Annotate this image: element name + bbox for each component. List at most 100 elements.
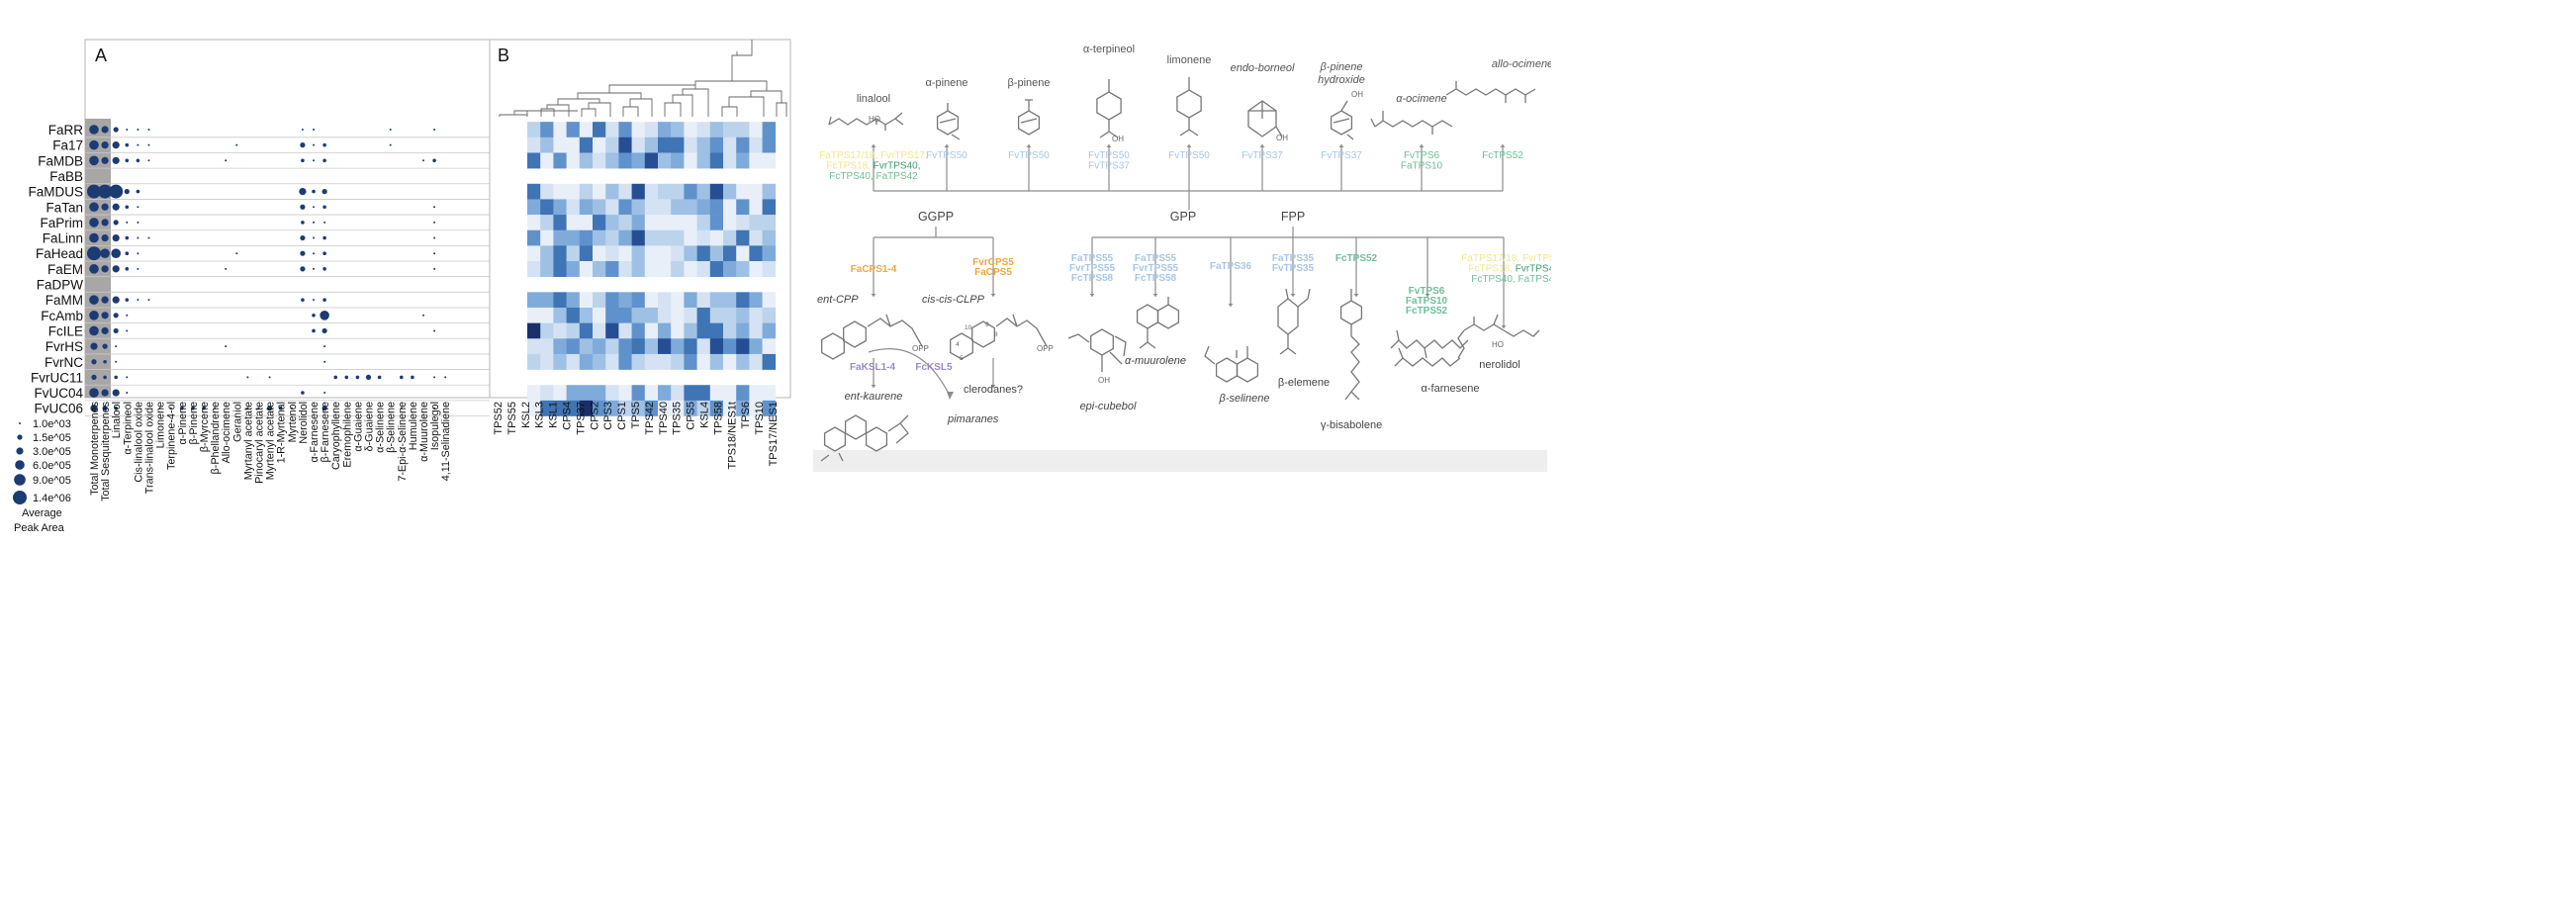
heatmap-cell — [527, 353, 541, 370]
heatmap-cell — [684, 307, 697, 323]
nerolidol-structure — [1457, 314, 1540, 359]
enzyme-name: FvTPS50 — [1088, 150, 1130, 161]
heatmap-cell — [527, 322, 541, 339]
bisabolene-ring — [1339, 300, 1363, 325]
abundance-dot — [126, 329, 129, 332]
abundance-dot — [433, 129, 436, 131]
heatmap-cell — [631, 183, 646, 200]
heatmap-cell — [618, 136, 632, 153]
arrow-head — [1425, 294, 1430, 297]
abundance-dot — [101, 233, 109, 242]
heatmap-cell — [684, 183, 697, 200]
abundance-dot — [225, 159, 228, 162]
heatmap-cell — [658, 199, 672, 216]
enzyme-label: FaCPS1-4 — [851, 264, 897, 275]
heatmap-cell — [684, 322, 697, 339]
heatmap-cell — [736, 229, 750, 246]
heatmap-cell — [644, 322, 659, 339]
abundance-dot — [115, 360, 118, 363]
enzyme-label: FaTPS55 — [1135, 253, 1177, 264]
heatmap-cell — [593, 245, 606, 262]
abundance-dot — [225, 267, 228, 270]
heatmap-cell — [527, 199, 541, 216]
abundance-dot — [400, 407, 403, 410]
heatmap-cell — [762, 400, 777, 416]
abundance-dot — [101, 326, 109, 335]
abundance-dot — [169, 407, 172, 410]
abundance-dot — [180, 406, 184, 410]
abundance-dot — [433, 267, 436, 270]
heatmap-cell — [723, 152, 737, 169]
enzyme-name: FvTPS6 — [1404, 150, 1440, 161]
heatmap-cell — [749, 215, 763, 231]
heatmap-cell — [644, 292, 659, 309]
heatmap-cell — [566, 199, 581, 216]
heatmap-cell — [527, 229, 541, 246]
gene-label: KSL1 — [548, 402, 560, 428]
heatmap-cell — [736, 136, 750, 153]
legend-value: 1.5e^05 — [33, 432, 71, 444]
arrow-head — [1290, 294, 1296, 297]
gene-label: TPS42 — [644, 402, 656, 435]
heatmap-cell — [579, 385, 594, 402]
heatmap-cell — [684, 229, 697, 246]
abundance-dot — [322, 267, 326, 271]
kaurene-ring-b — [844, 414, 868, 440]
heatmap-cell — [540, 400, 554, 416]
heatmap-cell — [684, 400, 697, 416]
abundance-dot — [103, 359, 107, 364]
abundance-dot — [101, 203, 109, 211]
gene-label: KSL3 — [534, 402, 546, 428]
abundance-dot — [91, 359, 97, 365]
heatmap-cell — [696, 215, 711, 231]
heatmap-cell — [579, 199, 594, 216]
abundance-dot — [322, 142, 326, 147]
enzyme-label: FcTPS58 — [1135, 273, 1177, 284]
heatmap-cell — [566, 152, 581, 169]
heatmap-cell — [605, 183, 619, 200]
product-name: β-selinene — [1219, 393, 1270, 405]
heatmap-cell — [696, 338, 711, 355]
legend-value: 3.0e^05 — [33, 446, 71, 458]
heatmap-cell — [605, 229, 619, 246]
abundance-dot — [312, 189, 316, 194]
legend-value: 6.0e^05 — [33, 460, 71, 472]
abundance-dot — [115, 345, 118, 348]
sample-label-fahead: FaHead — [36, 246, 83, 261]
abundance-dot — [126, 221, 129, 224]
heatmap-cell — [709, 152, 724, 169]
abundance-dot — [113, 127, 119, 133]
enzyme-name: FvrTPS17, — [880, 150, 928, 161]
heatmap-cell — [684, 245, 697, 262]
heatmap-cell — [762, 152, 777, 169]
bisabolene-chain — [1344, 289, 1360, 401]
compound-label: Total Monoterpenes — [89, 401, 101, 495]
heatmap-cell — [618, 229, 632, 246]
enzyme-label: FcKSL5 — [915, 362, 953, 373]
heatmap-cell — [593, 136, 606, 153]
heatmap-cell — [762, 307, 777, 323]
abundance-dot — [235, 252, 238, 255]
product-name: endo-borneol — [1231, 62, 1295, 74]
oh-label: OH — [1351, 90, 1363, 99]
enzyme-label: FaTPS36 — [1210, 261, 1252, 272]
gene-label: TPS52 — [493, 402, 505, 435]
heatmap-cell — [593, 307, 606, 323]
heatmap-cell — [566, 261, 581, 277]
enzyme-name: FvrTPS40, — [1516, 264, 1551, 275]
abundance-dot — [101, 156, 109, 164]
heatmap-cell — [593, 261, 606, 277]
heatmap-cell — [540, 215, 554, 231]
heatmap-cell — [696, 307, 711, 323]
abundance-dot — [389, 143, 392, 146]
ent-cpp-ring-a — [821, 332, 845, 360]
abundance-dot — [101, 296, 109, 304]
abundance-dot — [300, 204, 306, 210]
oh-label: OH — [1098, 376, 1110, 385]
enzyme-label: FvTPS6 — [1409, 286, 1445, 297]
abundance-dot — [322, 189, 327, 195]
heatmap-cell — [684, 152, 697, 169]
abundance-dot — [101, 141, 109, 149]
gene-label: TPS17/NES1 — [768, 402, 780, 466]
